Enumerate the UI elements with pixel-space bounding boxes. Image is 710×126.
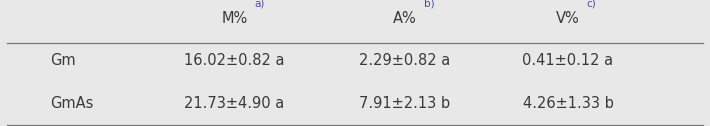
Text: 21.73±4.90 a: 21.73±4.90 a (184, 96, 285, 111)
Text: a): a) (255, 0, 265, 8)
Text: Gm: Gm (50, 53, 75, 68)
Text: M%: M% (222, 11, 247, 26)
Text: 7.91±2.13 b: 7.91±2.13 b (359, 96, 450, 111)
Text: V%: V% (556, 11, 580, 26)
Text: 0.41±0.12 a: 0.41±0.12 a (523, 53, 613, 68)
Text: 2.29±0.82 a: 2.29±0.82 a (359, 53, 450, 68)
Text: A%: A% (393, 11, 417, 26)
Text: GmAs: GmAs (50, 96, 93, 111)
Text: 4.26±1.33 b: 4.26±1.33 b (523, 96, 613, 111)
Text: b): b) (424, 0, 435, 8)
Text: c): c) (587, 0, 596, 8)
Text: 16.02±0.82 a: 16.02±0.82 a (184, 53, 285, 68)
